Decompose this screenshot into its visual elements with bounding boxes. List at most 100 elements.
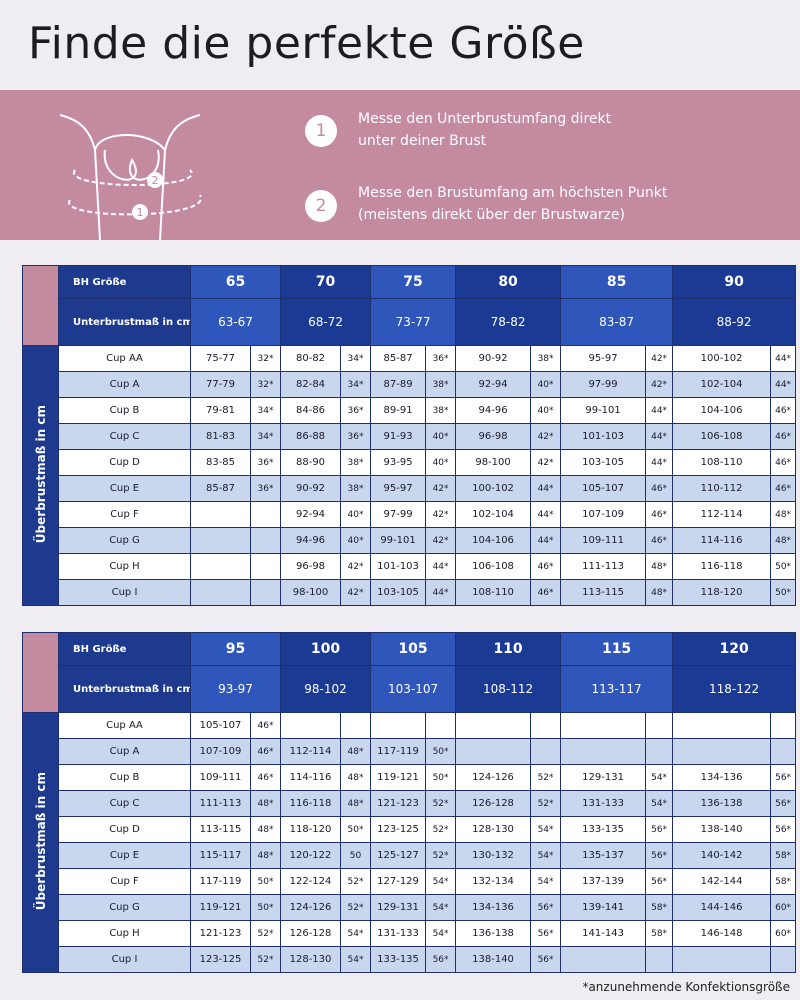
clothing-size: 42*	[340, 579, 372, 606]
clothing-size: 46*	[530, 553, 562, 580]
bust-range: 88-90	[280, 449, 342, 476]
clothing-size: 50*	[249, 868, 282, 895]
clothing-size: 48*	[249, 790, 282, 817]
clothing-size: 50*	[770, 579, 797, 606]
clothing-size: 32*	[249, 371, 282, 398]
bust-range: 82-84	[280, 371, 342, 398]
underbust-header: 73-77	[370, 298, 457, 346]
bust-range: 85-87	[190, 475, 251, 502]
size-label: BH Größe	[58, 265, 191, 299]
bust-range: 87-89	[370, 371, 427, 398]
empty-cell	[190, 527, 251, 554]
step-line: Messe den Brustumfang am höchsten Punkt	[358, 185, 668, 201]
clothing-size: 50*	[425, 738, 457, 765]
clothing-size: 42*	[530, 449, 562, 476]
clothing-size: 52*	[340, 868, 372, 895]
clothing-size: 58*	[770, 868, 797, 895]
bust-range: 115-117	[190, 842, 251, 869]
body-row: Cup H 96-98 42* 101-103 44* 106-108 46* 111-113…	[23, 553, 797, 580]
clothing-size: 42*	[530, 423, 562, 450]
bust-range: 123-125	[370, 816, 427, 843]
body-row: Cup H 121-123 52* 126-128 54* 131-133 54* 136-1…	[23, 920, 797, 947]
bust-range: 95-97	[560, 345, 647, 372]
clothing-size: 54*	[340, 946, 372, 973]
empty-cell	[770, 712, 797, 739]
bust-range: 104-106	[455, 527, 532, 554]
empty-cell	[370, 712, 427, 739]
clothing-size: 38*	[340, 475, 372, 502]
clothing-size: 54*	[425, 868, 457, 895]
bust-range: 98-100	[280, 579, 342, 606]
clothing-size: 34*	[340, 371, 372, 398]
empty-cell	[560, 712, 647, 739]
clothing-size: 40*	[340, 501, 372, 528]
bust-range: 97-99	[560, 371, 647, 398]
bust-range: 121-123	[190, 920, 251, 947]
body-row: Cup I 98-100 42* 103-105 44* 108-110 46* 113-11…	[23, 579, 797, 606]
bust-range: 133-135	[370, 946, 427, 973]
clothing-size: 42*	[425, 501, 457, 528]
bust-range: 113-115	[560, 579, 647, 606]
clothing-size: 48*	[770, 501, 797, 528]
clothing-size: 48*	[340, 738, 372, 765]
bust-range: 102-104	[672, 371, 772, 398]
clothing-size: 56*	[770, 764, 797, 791]
cup-label: Cup AA	[58, 712, 191, 739]
step-text: Messe den Brustumfang am höchsten Punkt (…	[358, 182, 667, 226]
empty-cell	[455, 738, 532, 765]
clothing-size: 44*	[645, 449, 674, 476]
empty-cell	[770, 946, 797, 973]
step-line: (meistens direkt über der Brustwarze)	[358, 207, 626, 223]
body-row: Überbrustmaß in cm Cup AA 75-77 32* 80-82 34*…	[22, 345, 797, 606]
table-body: BH Größe 95 100 105 110 115 120 Unterbrustmaß i…	[22, 632, 797, 973]
clothing-size: 46*	[645, 475, 674, 502]
body-row: Cup E 115-117 48* 120-122 50 125-127 52* 130-13…	[23, 842, 797, 869]
header-row: Unterbrustmaß in cm 93-97 98-102 103-107 108…	[23, 665, 797, 713]
clothing-size: 46*	[645, 501, 674, 528]
clothing-size: 46*	[645, 527, 674, 554]
clothing-size: 58*	[770, 842, 797, 869]
body-row: Cup D 83-85 36* 88-90 38* 93-95 40* 98-100 42* 10…	[23, 449, 797, 476]
clothing-size: 42*	[645, 345, 674, 372]
clothing-size: 40*	[340, 527, 372, 554]
clothing-size: 52*	[530, 764, 562, 791]
bust-range: 100-102	[672, 345, 772, 372]
clothing-size: 42*	[425, 475, 457, 502]
cup-label: Cup A	[58, 738, 191, 765]
underbust-header: 98-102	[280, 665, 372, 713]
body-row: Cup D 113-115 48* 118-120 50* 123-125 52* 128-1…	[23, 816, 797, 843]
cup-label: Cup D	[58, 449, 191, 476]
bust-range: 122-124	[280, 868, 342, 895]
bust-range: 129-131	[560, 764, 647, 791]
bust-range: 95-97	[370, 475, 427, 502]
size-header: 120	[672, 632, 797, 666]
bust-range: 126-128	[455, 790, 532, 817]
clothing-size: 48*	[645, 553, 674, 580]
clothing-size: 56*	[530, 920, 562, 947]
bust-range: 90-92	[455, 345, 532, 372]
bust-range: 110-112	[672, 475, 772, 502]
bust-range: 121-123	[370, 790, 427, 817]
clothing-size: 38*	[530, 345, 562, 372]
empty-cell	[672, 712, 772, 739]
cup-label: Cup G	[58, 894, 191, 921]
bust-range: 111-113	[560, 553, 647, 580]
bust-range: 90-92	[280, 475, 342, 502]
clothing-size: 50*	[249, 894, 282, 921]
bust-range: 96-98	[455, 423, 532, 450]
underbust-header: 108-112	[455, 665, 562, 713]
clothing-size: 36*	[425, 345, 457, 372]
clothing-size: 52*	[425, 790, 457, 817]
size-header: 105	[370, 632, 457, 666]
bust-range: 131-133	[370, 920, 427, 947]
clothing-size: 56*	[425, 946, 457, 973]
clothing-size: 52*	[340, 894, 372, 921]
underbust-header: 113-117	[560, 665, 674, 713]
bust-range: 129-131	[370, 894, 427, 921]
clothing-size: 44*	[770, 371, 797, 398]
bust-range: 131-133	[560, 790, 647, 817]
clothing-size: 58*	[645, 894, 674, 921]
clothing-size: 38*	[340, 449, 372, 476]
corner	[22, 632, 59, 713]
